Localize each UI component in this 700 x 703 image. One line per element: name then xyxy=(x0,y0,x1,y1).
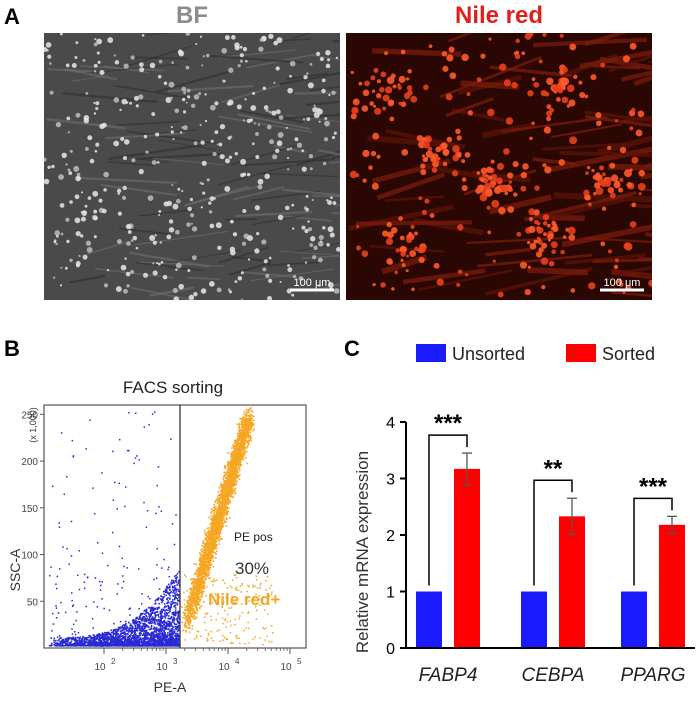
chart-y-ticks: 0 1 2 3 4 xyxy=(386,415,406,658)
significance-bracket xyxy=(533,479,573,586)
panel-c-letter: C xyxy=(344,336,360,361)
legend-sorted-label: Sorted xyxy=(602,344,655,364)
facs-title: FACS sorting xyxy=(123,378,223,397)
chart-y-label: Relative mRNA expression xyxy=(353,451,372,653)
facs-y-tick-label: 250 xyxy=(21,410,38,421)
facs-gate-percent: 30% xyxy=(235,559,269,578)
category-label-cebpa: CEBPA xyxy=(521,665,584,686)
facs-y-tick-label: 50 xyxy=(27,597,39,608)
facs-population-label: Nile red+ xyxy=(208,590,280,609)
nile-red-lipid-droplets xyxy=(349,33,652,298)
chart-significance: ******** xyxy=(428,410,673,586)
facs-x-tick-label: 10 xyxy=(218,662,230,673)
bar-sorted-cebpa xyxy=(559,516,585,648)
bar-unsorted-cebpa xyxy=(521,591,547,648)
legend-unsorted-swatch xyxy=(416,344,446,362)
facs-gate-label: PE pos xyxy=(234,530,273,544)
facs-x-tick-label: 10 xyxy=(156,662,168,673)
chart-y-tick-label: 1 xyxy=(386,585,395,602)
chart-y-tick-label: 0 xyxy=(386,641,395,658)
significance-marker: *** xyxy=(434,410,463,437)
bar-unsorted-fabp4 xyxy=(416,591,442,648)
facs-x-tick-exponent: 4 xyxy=(235,657,240,666)
facs-plot: FACS sorting SSC-A (x 1,000) 50 100 150 200… xyxy=(7,378,307,695)
chart-y-tick-label: 3 xyxy=(386,472,395,489)
bar-sorted-fabp4 xyxy=(454,468,480,648)
facs-y-tick-label: 100 xyxy=(21,551,38,562)
bar-sorted-pparg xyxy=(659,524,685,648)
bf-cells xyxy=(44,33,340,300)
nile-red-title: Nile red xyxy=(454,2,544,29)
nile-red-scale-label: 100 μm xyxy=(604,277,641,289)
facs-positive-events xyxy=(181,407,274,646)
significance-marker: ** xyxy=(544,455,563,482)
category-label-pparg: PPARG xyxy=(620,665,685,686)
facs-x-tick-exponent: 2 xyxy=(111,657,116,666)
facs-y-label: SSC-A xyxy=(7,548,23,591)
chart-category-labels: FABP4 CEBPA PPARG xyxy=(419,665,686,686)
facs-y-multiplier: (x 1,000) xyxy=(28,407,38,443)
nile-red-cell-texture xyxy=(348,33,652,297)
category-label-fabp4: FABP4 xyxy=(419,665,478,686)
bf-scale-label: 100 μm xyxy=(294,277,331,289)
panel-b-letter: B xyxy=(4,336,20,361)
nile-red-micrograph: 100 μm xyxy=(346,33,652,300)
facs-plot-frame xyxy=(43,404,307,649)
facs-y-tick-label: 150 xyxy=(21,504,38,515)
facs-y-tick-label: 200 xyxy=(21,457,38,468)
chart-y-tick-label: 4 xyxy=(386,415,395,432)
significance-bracket xyxy=(428,434,468,586)
legend-sorted-swatch xyxy=(566,344,596,362)
mrna-bar-chart: Unsorted Sorted Relative mRNA expression… xyxy=(353,344,695,686)
facs-x-tick-exponent: 3 xyxy=(173,657,178,666)
panel-a-letter: A xyxy=(4,4,20,29)
significance-bracket xyxy=(633,497,673,586)
facs-x-tick-label: 10 xyxy=(280,662,292,673)
chart-bars xyxy=(416,452,685,648)
bf-title: BF xyxy=(176,2,208,29)
significance-marker: *** xyxy=(639,473,668,500)
facs-x-ticks: 10 2 10 3 10 4 10 5 xyxy=(94,648,302,673)
bf-micrograph: 100 μm xyxy=(44,33,340,300)
facs-x-tick-label: 10 xyxy=(94,662,106,673)
facs-negative-events xyxy=(48,411,181,647)
chart-y-tick-label: 2 xyxy=(386,528,395,545)
facs-y-ticks: 50 100 150 200 250 xyxy=(21,410,44,608)
facs-x-tick-exponent: 5 xyxy=(297,657,302,666)
bar-unsorted-pparg xyxy=(621,591,647,648)
legend-unsorted-label: Unsorted xyxy=(452,344,525,364)
facs-x-label: PE-A xyxy=(154,679,187,695)
